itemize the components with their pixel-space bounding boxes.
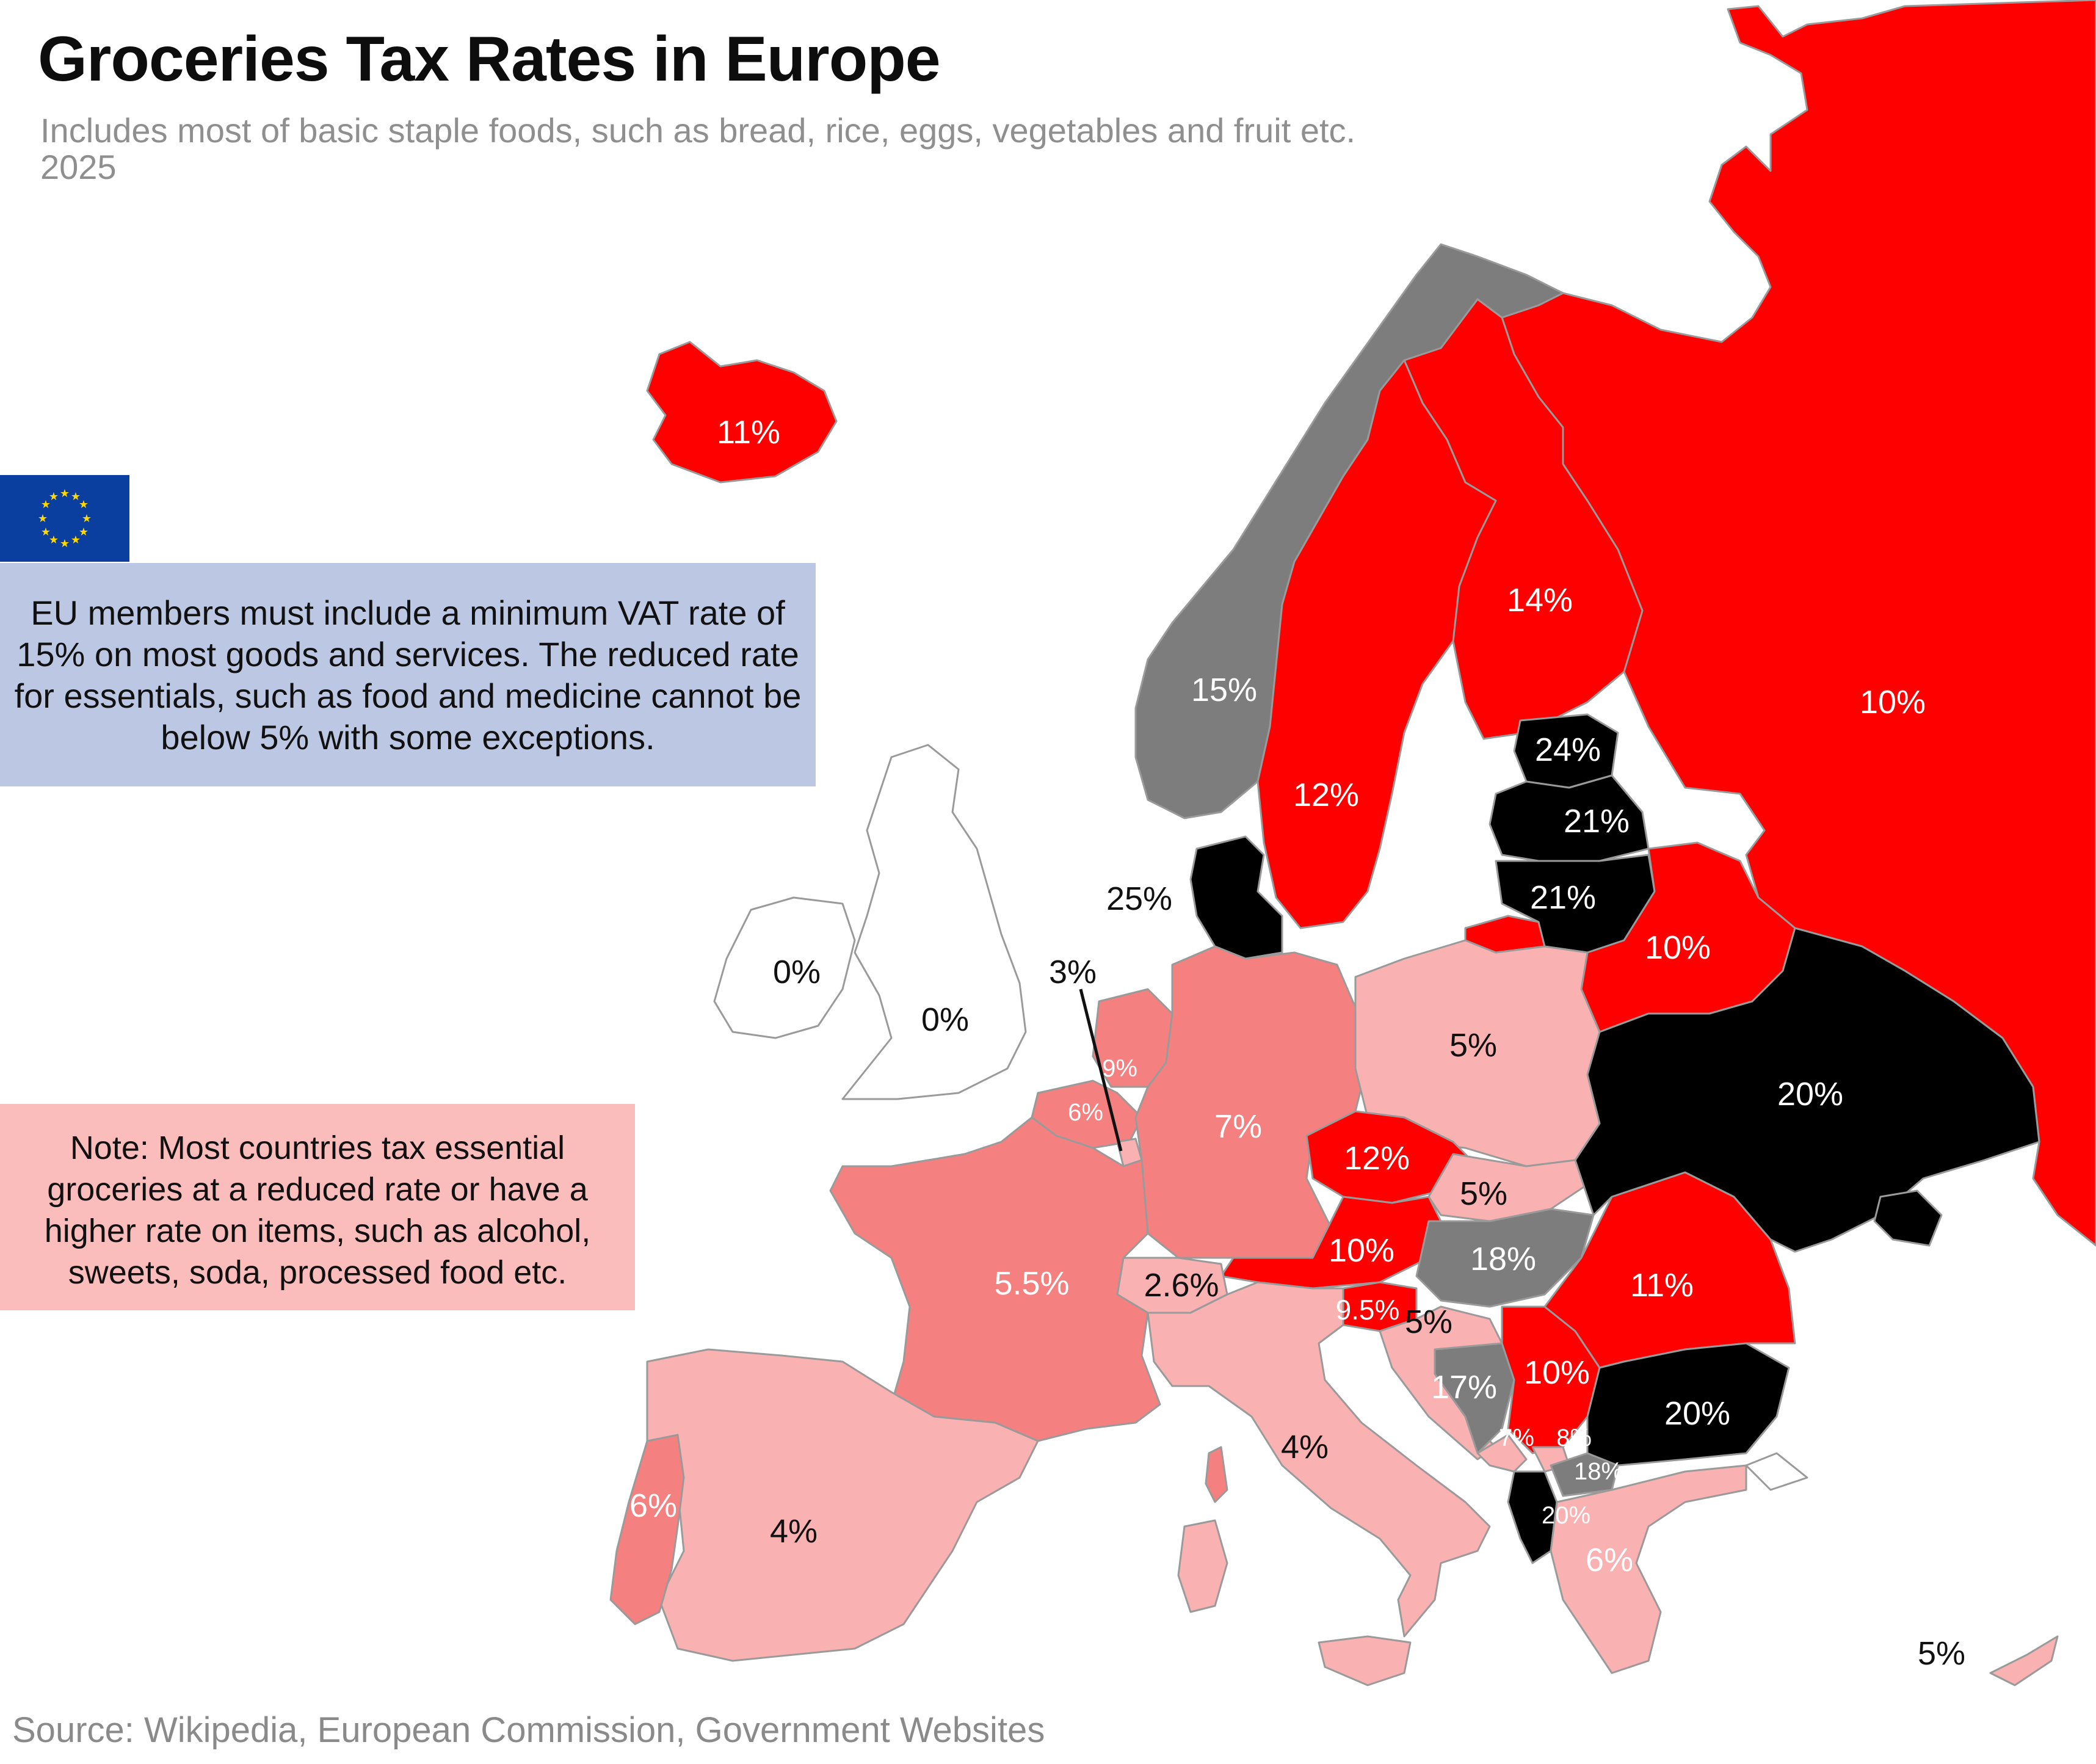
luxembourg-pointer-line <box>1079 989 1123 1152</box>
svg-text:★: ★ <box>60 487 70 500</box>
label-switzerland: 2.6% <box>1144 1267 1219 1304</box>
region-spain <box>646 1348 1039 1662</box>
label-portugal: 6% <box>629 1487 678 1524</box>
label-austria: 10% <box>1328 1232 1395 1269</box>
region-sweden <box>1257 359 1497 929</box>
label-netherlands: 9% <box>1102 1055 1137 1082</box>
region-turkey <box>1745 1452 1808 1491</box>
label-romania: 11% <box>1630 1267 1694 1304</box>
svg-text:★: ★ <box>38 512 48 525</box>
region-denmark <box>1189 835 1283 960</box>
svg-text:★: ★ <box>60 537 70 550</box>
region-hungary <box>1415 1208 1595 1308</box>
grocery-tax-note: Note: Most countries tax essential groce… <box>0 1104 635 1310</box>
region-germany <box>1134 945 1369 1259</box>
label-greece: 6% <box>1585 1542 1634 1578</box>
label-denmark: 25% <box>1106 880 1173 917</box>
label-ireland: 0% <box>772 954 821 990</box>
label-estonia: 24% <box>1534 731 1601 768</box>
label-north-macedonia: 18% <box>1573 1458 1623 1485</box>
label-uk: 0% <box>921 1001 970 1038</box>
region-ukraine <box>1574 927 2040 1253</box>
svg-text:★: ★ <box>79 526 89 539</box>
label-iceland: 11% <box>716 414 781 451</box>
label-slovakia: 5% <box>1459 1175 1508 1212</box>
label-belarus: 10% <box>1644 929 1711 966</box>
svg-text:★: ★ <box>82 512 92 525</box>
label-luxembourg: 3% <box>1048 954 1097 990</box>
svg-text:★: ★ <box>49 534 59 546</box>
region-albania <box>1507 1470 1558 1564</box>
svg-text:★: ★ <box>71 490 81 503</box>
label-hungary: 18% <box>1470 1241 1537 1277</box>
region-sardinia <box>1177 1519 1228 1613</box>
region-greece <box>1550 1464 1747 1674</box>
eu-stars-icon: ★ ★★ ★★★ ★★★ ★★★ <box>38 487 92 550</box>
eu-flag-icon: ★ ★ ★ ★ ★ ★ ★ ★ ★ ★ ★ ★ <box>0 475 129 562</box>
map-subtitle: Includes most of basic staple foods, suc… <box>40 112 1750 186</box>
source-note: Source: Wikipedia, European Commission, … <box>12 1710 1045 1750</box>
label-sweden: 12% <box>1293 777 1360 813</box>
label-montenegro: 7% <box>1499 1425 1534 1451</box>
region-portugal <box>609 1434 685 1625</box>
label-norway: 15% <box>1191 672 1258 708</box>
region-ireland <box>713 896 856 1039</box>
label-bosnia: 17% <box>1431 1369 1498 1406</box>
region-cyprus <box>1989 1635 2059 1686</box>
region-sicily <box>1318 1635 1412 1686</box>
region-uk <box>841 744 1027 1100</box>
svg-text:★: ★ <box>49 490 59 503</box>
map-title: Groceries Tax Rates in Europe <box>38 24 941 95</box>
region-montenegro <box>1476 1434 1528 1473</box>
label-france: 5.5% <box>994 1265 1070 1302</box>
region-corsica <box>1205 1446 1228 1503</box>
label-germany: 7% <box>1214 1108 1263 1145</box>
label-czechia: 12% <box>1343 1140 1410 1177</box>
label-spain: 4% <box>769 1513 818 1550</box>
label-albania: 20% <box>1541 1502 1591 1529</box>
svg-text:★: ★ <box>71 534 81 546</box>
label-cyprus: 5% <box>1917 1635 1966 1672</box>
region-italy <box>1147 1281 1491 1638</box>
label-finland: 14% <box>1506 582 1573 619</box>
label-serbia: 10% <box>1523 1354 1590 1391</box>
region-crimea <box>1873 1189 1943 1247</box>
subtitle-line-2: 2025 <box>40 148 117 186</box>
eu-vat-note: EU members must include a minimum VAT ra… <box>0 563 816 786</box>
label-belgium: 6% <box>1068 1099 1103 1126</box>
label-bulgaria: 20% <box>1664 1395 1731 1432</box>
svg-text:★: ★ <box>41 526 51 539</box>
label-poland: 5% <box>1449 1027 1498 1064</box>
label-croatia: 5% <box>1404 1304 1453 1340</box>
svg-text:★: ★ <box>41 498 51 511</box>
label-lithuania: 21% <box>1529 879 1597 916</box>
label-ukraine: 20% <box>1777 1076 1844 1112</box>
label-russia: 10% <box>1859 684 1926 720</box>
label-kosovo: 8% <box>1556 1425 1592 1451</box>
region-north-macedonia <box>1550 1452 1619 1497</box>
label-slovenia: 9.5% <box>1335 1294 1400 1326</box>
subtitle-line-1: Includes most of basic staple foods, suc… <box>40 111 1356 150</box>
label-italy: 4% <box>1280 1429 1329 1465</box>
svg-text:★: ★ <box>79 498 89 511</box>
label-latvia: 21% <box>1563 803 1630 840</box>
region-bulgaria <box>1586 1342 1790 1467</box>
region-iceland <box>646 341 838 484</box>
